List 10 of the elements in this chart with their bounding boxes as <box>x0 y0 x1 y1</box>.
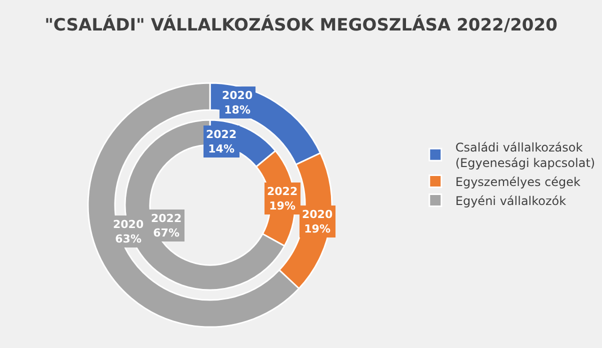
data-label: 2022 19% <box>267 185 298 212</box>
data-label: 2020 19% <box>302 208 333 236</box>
data-label: 2020 18% <box>222 89 253 116</box>
legend-label: Egyéni vállalkozók <box>455 194 566 208</box>
legend-label: Családi vállalkozások (Egyenesági kapcsolat) <box>455 140 596 170</box>
data-label: 2022 67% <box>151 212 182 240</box>
legend-label: Egyszemélyes cégek <box>455 174 581 189</box>
chart-title: "CSALÁDI" VÁLLALKOZÁSOK MEGOSZLÁSA 2022/2020 <box>44 14 558 36</box>
data-label: 2022 14% <box>206 128 237 156</box>
data-label: 2020 63% <box>113 218 144 246</box>
